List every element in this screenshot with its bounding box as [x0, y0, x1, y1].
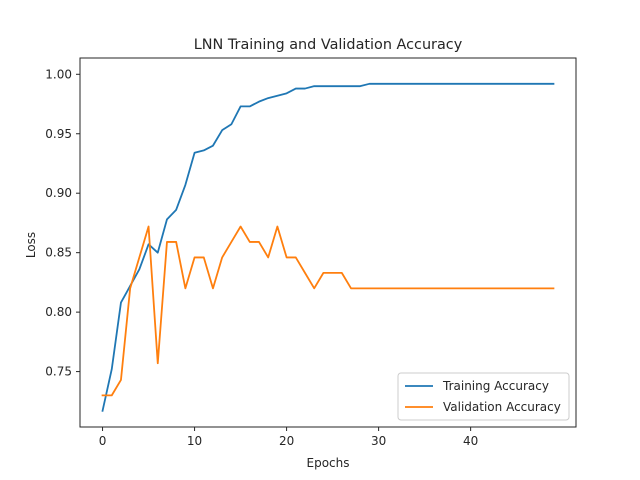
legend-label-validation: Validation Accuracy: [443, 400, 561, 414]
x-tick-label: 40: [463, 434, 478, 448]
y-tick-label: 0.90: [45, 186, 72, 200]
legend-label-training: Training Accuracy: [442, 379, 549, 393]
chart-title: LNN Training and Validation Accuracy: [194, 37, 463, 53]
y-tick-label: 0.85: [45, 246, 72, 260]
y-tick-label: 0.75: [45, 365, 72, 379]
x-tick-label: 0: [99, 434, 107, 448]
series-layer: [101, 82, 555, 412]
x-tick-label: 20: [279, 434, 294, 448]
training-accuracy-line: [101, 82, 555, 412]
y-axis-label: Loss: [24, 232, 38, 258]
x-axis-ticks: 0 10 20 30 40: [99, 427, 478, 448]
plot-frame: [79, 57, 577, 428]
y-tick-label: 0.80: [45, 305, 72, 319]
y-tick-label: 0.95: [45, 127, 72, 141]
x-tick-label: 10: [187, 434, 202, 448]
y-tick-label: 1.00: [45, 67, 72, 81]
legend-box: [397, 372, 570, 421]
legend: Training Accuracy Validation Accuracy: [397, 372, 570, 421]
x-tick-label: 30: [371, 434, 386, 448]
validation-accuracy-line: [101, 225, 555, 397]
x-axis-label: Epochs: [307, 456, 350, 470]
y-axis-ticks: 0.75 0.80 0.85 0.90 0.95 1.00: [45, 67, 80, 379]
